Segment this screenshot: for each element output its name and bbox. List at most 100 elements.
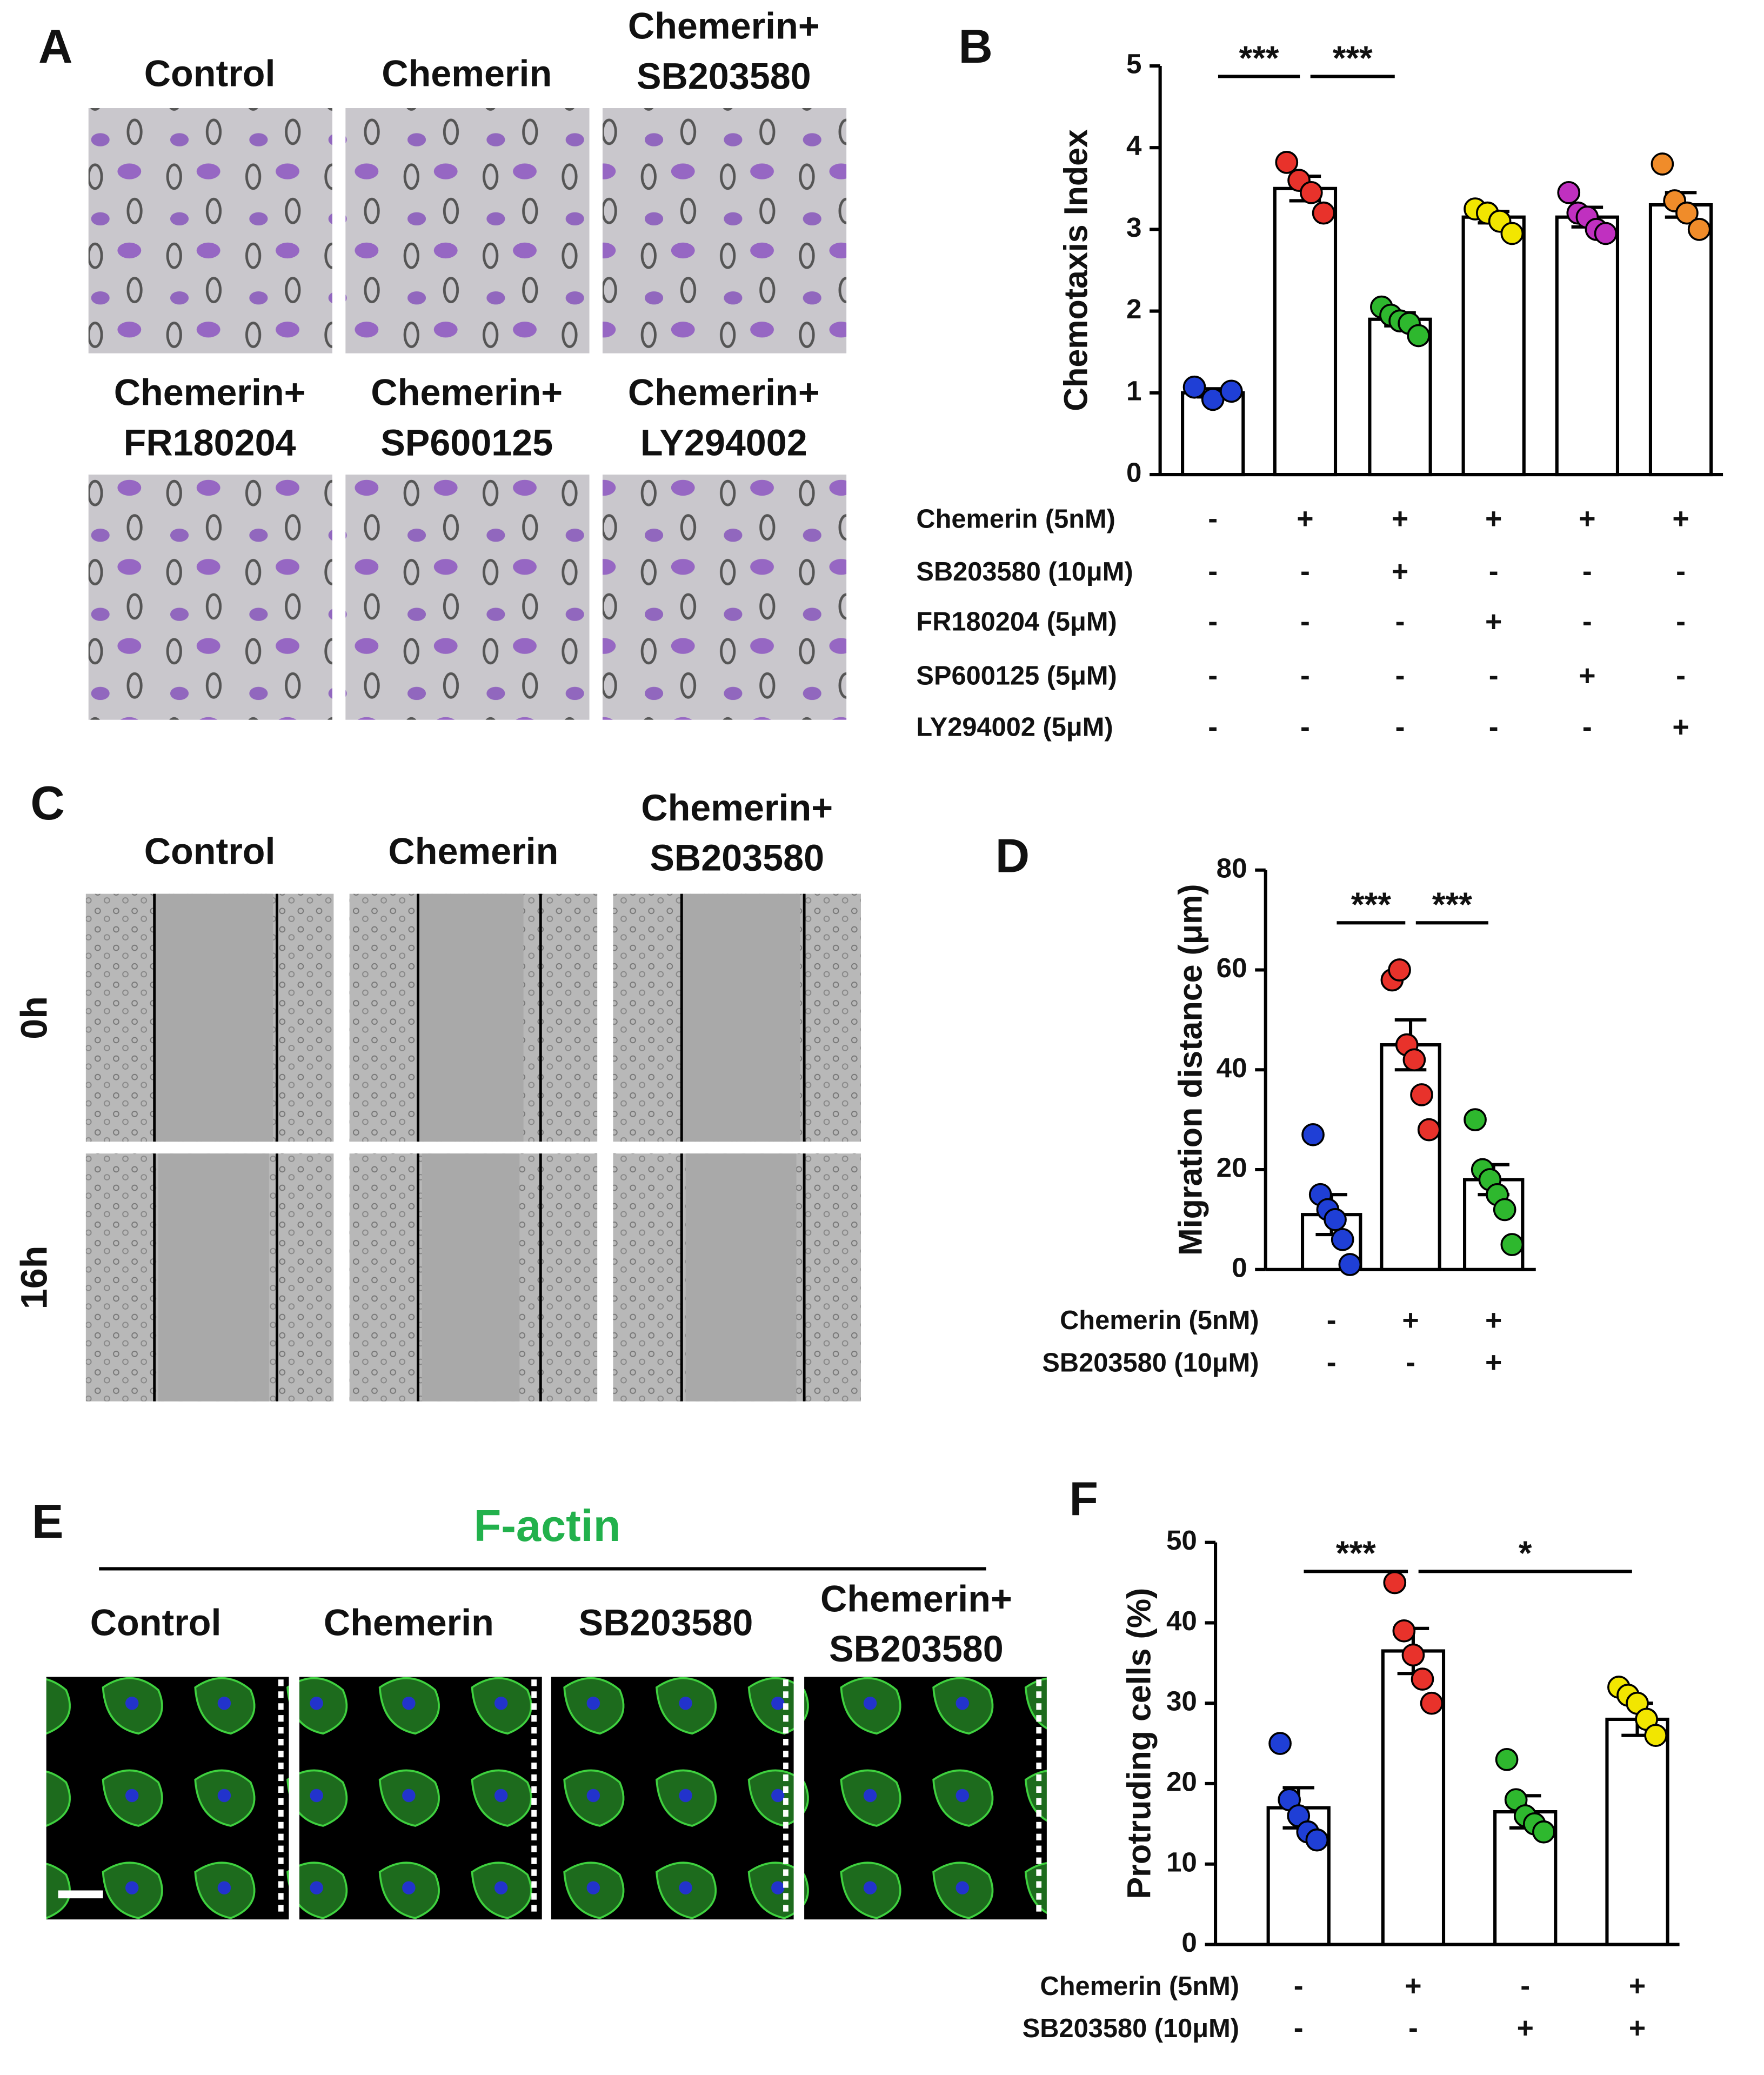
condition-label: SP600125 (5μM) xyxy=(916,662,1117,691)
scratch-gap xyxy=(158,1153,269,1402)
significance-label: *** xyxy=(1333,39,1373,77)
condition-sign: - xyxy=(1327,1304,1337,1336)
condition-sign: - xyxy=(1208,503,1218,535)
condition-sign: - xyxy=(1294,1970,1304,2002)
condition-sign: + xyxy=(1579,659,1595,692)
data-point xyxy=(1411,1667,1434,1691)
condition-sign: + xyxy=(1402,1304,1419,1336)
panel-letter: C xyxy=(30,777,64,830)
panel-letter: B xyxy=(958,20,992,73)
condition-sign: + xyxy=(1672,503,1689,535)
data-point xyxy=(1675,201,1699,225)
image-label: Chemerin xyxy=(382,54,552,95)
y-tick-label: 3 xyxy=(1126,212,1141,243)
micrograph xyxy=(88,108,332,353)
condition-sign: - xyxy=(1408,2012,1418,2044)
condition-sign: + xyxy=(1485,1346,1502,1379)
image-label: Chemerin+ xyxy=(820,1578,1012,1619)
condition-label: SB203580 (10μM) xyxy=(1042,1348,1259,1377)
scratch-gap xyxy=(418,893,524,1142)
significance-label: *** xyxy=(1336,1534,1376,1572)
y-tick-label: 0 xyxy=(1181,1927,1197,1958)
scratch-gap xyxy=(681,893,800,1142)
y-tick-label: 5 xyxy=(1126,48,1141,79)
bar xyxy=(1273,186,1338,477)
data-point xyxy=(1383,1571,1407,1594)
condition-sign: - xyxy=(1300,711,1310,743)
image-label: SB203580 xyxy=(829,1629,1004,1670)
data-point xyxy=(1420,1691,1444,1715)
image-label: Chemerin+ xyxy=(628,6,820,47)
condition-sign: + xyxy=(1297,503,1313,535)
stain-title: F-actin xyxy=(474,1500,621,1551)
image-label: Control xyxy=(90,1602,222,1643)
condition-sign: - xyxy=(1582,711,1592,743)
data-point xyxy=(1275,151,1299,174)
data-point xyxy=(1219,379,1243,403)
data-point xyxy=(1338,1253,1362,1276)
condition-sign: - xyxy=(1300,659,1310,692)
condition-sign: - xyxy=(1489,555,1499,588)
panel-letter: F xyxy=(1069,1473,1098,1526)
panel-letter: D xyxy=(995,829,1030,882)
data-point xyxy=(1417,1118,1441,1142)
y-tick-label: 2 xyxy=(1126,293,1141,324)
condition-sign: - xyxy=(1489,659,1499,692)
data-point xyxy=(1493,1198,1516,1222)
y-tick-label: 40 xyxy=(1166,1605,1197,1636)
condition-label: SB203580 (10μM) xyxy=(916,557,1133,586)
condition-sign: - xyxy=(1395,659,1405,692)
data-point xyxy=(1464,1108,1487,1131)
condition-label: Chemerin (5nM) xyxy=(1040,1972,1239,2001)
image-label: SB203580 xyxy=(579,1602,753,1643)
image-label: Chemerin+ xyxy=(371,372,563,413)
data-point xyxy=(1594,222,1618,245)
y-tick-label: 4 xyxy=(1126,130,1142,161)
time-label: 16h xyxy=(14,1246,55,1310)
data-point xyxy=(1312,201,1335,225)
image-label: Chemerin+ xyxy=(628,372,820,413)
data-point xyxy=(1407,324,1431,348)
condition-sign: + xyxy=(1405,1970,1421,2002)
condition-sign: + xyxy=(1629,2012,1646,2044)
micrograph xyxy=(46,1677,289,1920)
data-point xyxy=(1301,1123,1325,1146)
condition-sign: - xyxy=(1208,659,1218,692)
condition-sign: - xyxy=(1208,711,1218,743)
condition-label: Chemerin (5nM) xyxy=(1060,1306,1259,1335)
condition-sign: - xyxy=(1489,711,1499,743)
micrograph xyxy=(804,1677,1047,1920)
micrograph xyxy=(345,475,590,720)
bar xyxy=(1461,215,1526,477)
image-label: SP600125 xyxy=(380,422,553,463)
data-point xyxy=(1687,218,1711,241)
y-tick-label: 20 xyxy=(1217,1152,1247,1183)
data-point xyxy=(1299,181,1323,204)
image-label: Chemerin xyxy=(324,1602,494,1643)
image-label: SB203580 xyxy=(650,838,824,879)
y-tick-label: 30 xyxy=(1166,1686,1197,1717)
y-tick-label: 20 xyxy=(1166,1766,1197,1797)
condition-sign: + xyxy=(1392,503,1408,535)
y-tick-label: 40 xyxy=(1217,1052,1247,1083)
significance-label: *** xyxy=(1351,886,1391,924)
y-tick-label: 0 xyxy=(1232,1252,1247,1283)
y-axis-title: Migration distance (μm) xyxy=(1172,884,1209,1256)
data-point xyxy=(1500,222,1524,245)
condition-sign: - xyxy=(1676,555,1686,588)
data-point xyxy=(1305,1828,1329,1852)
image-label: SB203580 xyxy=(637,56,811,97)
condition-sign: - xyxy=(1208,555,1218,588)
data-point xyxy=(1331,1227,1354,1251)
y-tick-label: 10 xyxy=(1166,1846,1197,1877)
condition-sign: - xyxy=(1300,605,1310,638)
condition-sign: + xyxy=(1629,1970,1646,2002)
significance-label: * xyxy=(1519,1534,1532,1572)
image-label: FR180204 xyxy=(124,422,296,463)
condition-label: FR180204 (5μM) xyxy=(916,608,1117,637)
condition-label: LY294002 (5μM) xyxy=(916,713,1113,742)
condition-sign: + xyxy=(1485,605,1502,638)
data-point xyxy=(1644,1724,1668,1747)
data-point xyxy=(1268,1732,1292,1755)
